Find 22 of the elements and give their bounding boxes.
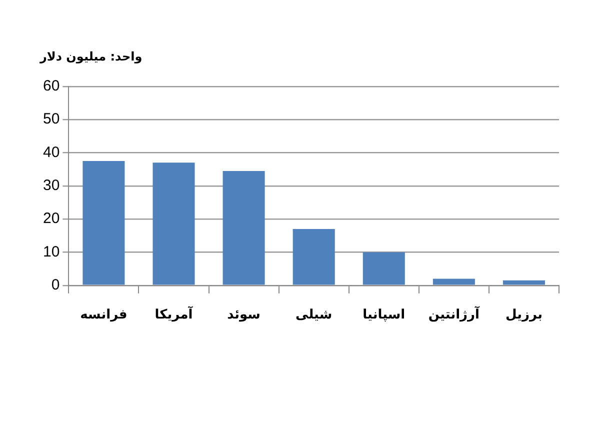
bar bbox=[432, 278, 475, 285]
x-tick-label: فرانسه bbox=[80, 308, 128, 323]
bar bbox=[82, 161, 125, 285]
y-tick-label: 60 bbox=[42, 78, 60, 95]
x-tick-label: آرژانتین bbox=[428, 306, 480, 323]
x-tick-label: برزیل bbox=[506, 308, 542, 323]
bar bbox=[152, 162, 195, 285]
y-tick-label: 30 bbox=[42, 177, 60, 194]
x-tick-label: سوئد bbox=[227, 308, 260, 323]
y-tick-label: 0 bbox=[51, 276, 60, 294]
y-tick-label: 40 bbox=[42, 144, 60, 161]
bar bbox=[362, 252, 405, 285]
bar bbox=[222, 170, 265, 285]
y-tick-label: 20 bbox=[42, 210, 60, 228]
x-tick-label: شیلی bbox=[296, 308, 332, 323]
y-tick-label: 50 bbox=[42, 110, 60, 128]
bar bbox=[502, 280, 545, 285]
x-tick-label: آمریکا bbox=[154, 306, 194, 323]
chart-title: واحد: میلیون دلار bbox=[39, 49, 142, 64]
x-tick-label: اسپانیا bbox=[362, 308, 406, 323]
bar bbox=[292, 229, 335, 285]
y-tick-label: 10 bbox=[42, 243, 60, 260]
